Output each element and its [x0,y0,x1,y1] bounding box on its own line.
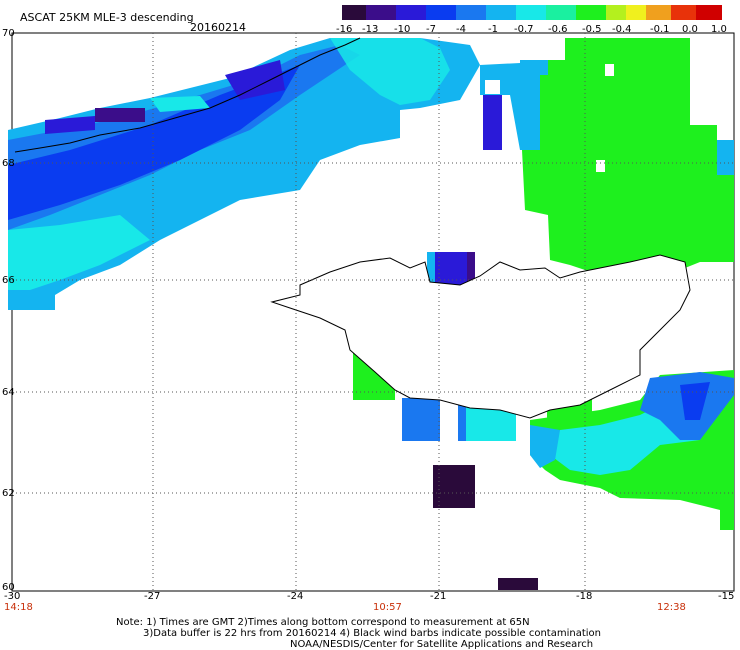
colorbar-label: -0.1 [650,24,670,35]
map-date: 20160214 [190,21,246,34]
colorbar-swatch [426,5,456,20]
colorbar-swatch [671,5,696,20]
lon-label: -15 [718,591,735,602]
lon-label: -21 [430,591,447,602]
colorbar-swatch [576,5,606,20]
colorbar-swatch [366,5,396,20]
lon-label: -30 [4,591,21,602]
time-label: 10:57 [373,602,402,613]
colorbar-label: -13 [362,24,379,35]
colorbar-label: 0.0 [682,24,698,35]
wind-swath-northwest [8,38,540,310]
note-line-2: 3)Data buffer is 22 hrs from 20160214 4)… [143,628,601,639]
lon-label: -18 [576,591,593,602]
colorbar-label: -4 [456,24,466,35]
lat-label: 70 [2,28,15,39]
colorbar-swatch [626,5,646,20]
colorbar-swatch [342,5,366,20]
colorbar-label: -0.4 [612,24,632,35]
colorbar-swatch [646,5,671,20]
colorbar-label: -1 [488,24,498,35]
wind-swath-northeast [520,38,734,280]
lat-label: 64 [2,387,15,398]
iceland-outline [270,254,691,419]
colorbar-swatch [516,5,546,20]
colorbar-swatch [546,5,576,20]
map-frame [11,32,735,592]
colorbar-label: -0.5 [582,24,602,35]
colorbar-swatch [456,5,486,20]
colorbar-label: -10 [394,24,411,35]
map-grid [12,33,734,591]
greenland-coastline [14,37,361,153]
map-title: ASCAT 25KM MLE-3 descending [20,11,194,24]
note-line-3: NOAA/NESDIS/Center for Satellite Applica… [290,639,594,650]
lon-label: -27 [144,591,161,602]
time-label: 12:38 [657,602,686,613]
colorbar-label: -0.6 [548,24,568,35]
colorbar-label: -16 [336,24,353,35]
time-label: 14:18 [4,602,33,613]
colorbar-label: -0.7 [514,24,534,35]
colorbar-label: 1.0 [711,24,727,35]
lat-label: 68 [2,158,15,169]
lat-label: 66 [2,275,15,286]
colorbar-swatch [486,5,516,20]
lat-label: 60 [2,582,15,593]
lon-label: -24 [287,591,304,602]
lat-label: 62 [2,488,15,499]
colorbar-swatch [696,5,722,20]
wind-swath-southeast [530,370,734,530]
colorbar-swatch [606,5,626,20]
colorbar-label: -7 [426,24,436,35]
colorbar-swatch [396,5,426,20]
note-line-1: Note: 1) Times are GMT 2)Times along bot… [116,617,530,628]
